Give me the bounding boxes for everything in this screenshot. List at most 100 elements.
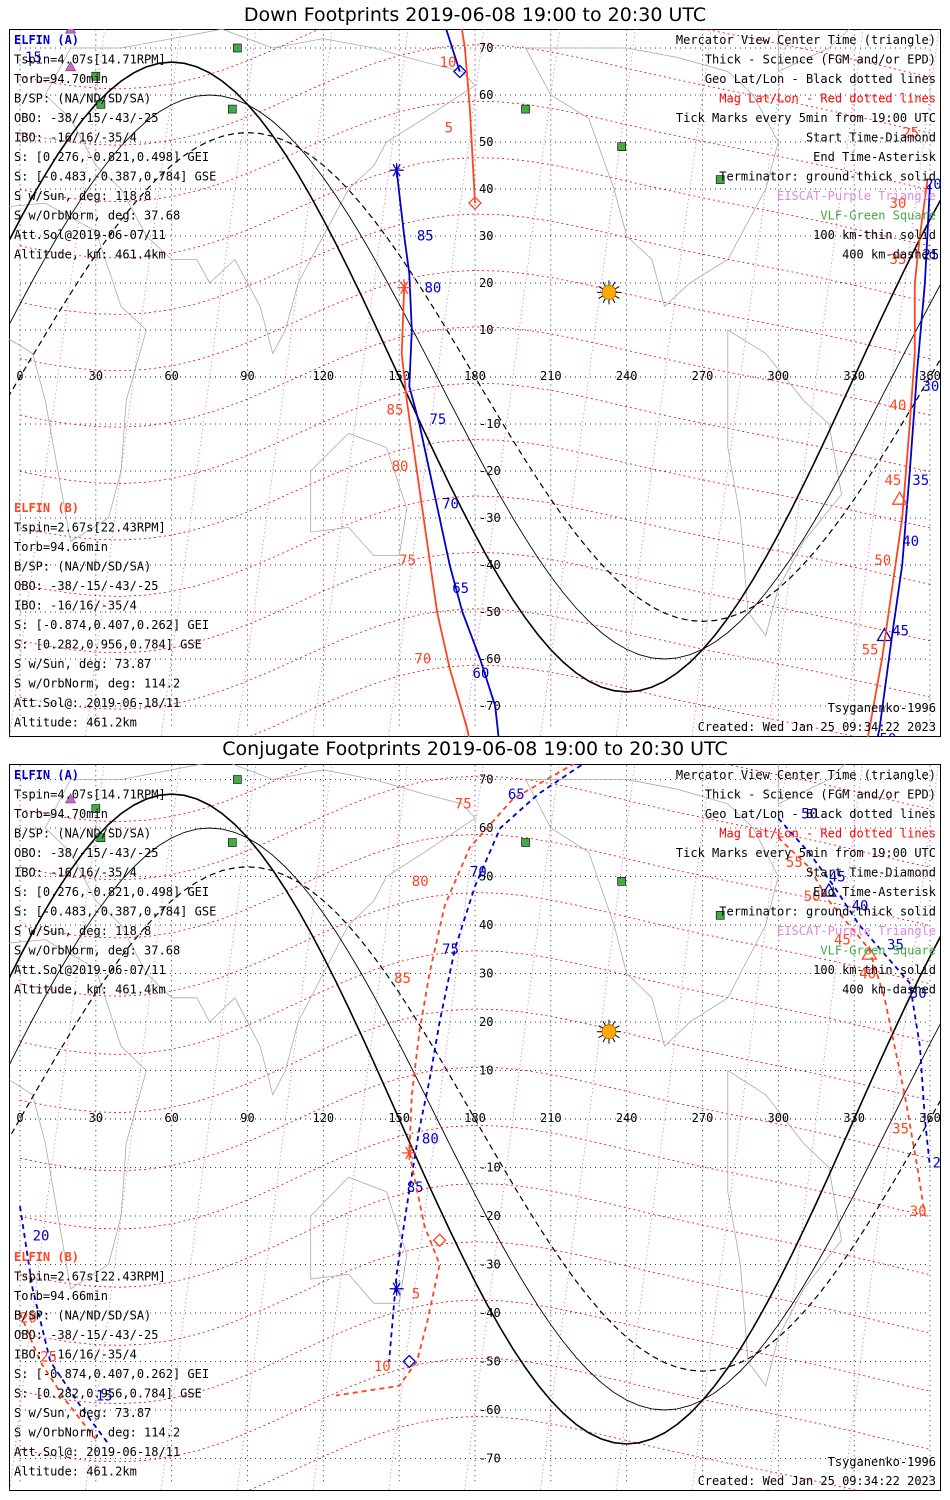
track-tick-label: 75 [399,553,416,569]
track-tick-label: 85 [394,971,411,987]
model-label: Tsyganenko-1996 [828,1455,936,1469]
track-tick-label: 30 [910,986,927,1002]
sun-ray [614,1025,620,1029]
elfin-b-info: S w/OrbNorm, deg: 114.2 [14,677,180,691]
track-tick-label: 45 [834,932,851,948]
sun-ray [614,1034,620,1039]
elfin-b-info: Torb=94.66min [14,540,108,554]
coastline [9,202,147,543]
elfin-b-info: S w/Sun, deg: 73.87 [14,657,151,671]
footprint-track [777,837,926,1217]
footprint-track [388,764,585,1362]
lon-tick-label: 30 [89,369,103,383]
lon-tick-label: 150 [388,369,410,383]
mag-meridian-line [767,764,863,1491]
lon-tick-label: 90 [240,369,254,383]
coastline [9,939,147,1290]
track-tick-label: 65 [452,581,469,597]
footprint-track [395,170,500,737]
lat-tick-label: 60 [479,88,493,102]
vlf-site-marker [715,911,725,920]
track-tick-label: 80 [392,459,409,475]
vlf-site-marker [617,877,626,886]
mag-meridian-line [539,29,636,737]
lon-tick-label: 0 [16,1111,23,1125]
elfin-a-info: B/SP: (NA/ND/SD/SA) [14,827,151,841]
mag-latitude-line [19,326,931,428]
sun-icon [596,1019,621,1044]
vlf-site-marker [521,838,530,847]
sun-ray [612,298,616,304]
track-tick-label: 55 [862,642,879,658]
lat-tick-label: 70 [479,773,493,787]
mag-latitude-line [19,439,931,541]
lat-tick-label: 10 [479,323,493,337]
lat-tick-label: 20 [479,1015,493,1029]
legend-entry: VLF-Green Square [820,944,936,958]
track-tick-label: 80 [422,1131,439,1147]
end-time-asterisk [402,1145,417,1160]
elfin-a-info: S: [-0.483,-0.387,0.784] GSE [14,905,216,919]
track-tick-label: 20 [925,177,941,193]
lon-tick-label: 60 [164,1111,178,1125]
elfin-a-info: Altitude, km: 461.4km [14,983,166,997]
legend-entry: Geo Lat/Lon - Black dotted lines [705,72,936,86]
elfin-a-title: ELFIN (A) [14,33,79,47]
lon-tick-label: 360 [919,1111,941,1125]
elfin-b-info: OBO: -38/-15/-43/-25 [14,579,159,593]
track-tick-label: 85 [417,229,434,245]
legend-entry: EISCAT-Purple Triangle [777,189,936,203]
terminator-ground [9,793,941,1445]
plot-frame [9,29,941,737]
lon-tick-label: 240 [616,1111,638,1125]
legend-entry: Tick Marks every 5min from 19:00 UTC [676,846,936,860]
legend-entry: 400 km-dashed [842,983,936,997]
track-tick-label: 25 [40,1350,57,1366]
elfin-a-info: S: [0.276,-0.821,0.498] GEI [14,885,209,899]
track-tick-label: 75 [455,797,472,813]
footprint-track [445,29,461,72]
terminator-100km [9,94,941,660]
track-tick-label: 30 [890,196,907,212]
lat-tick-label: -30 [479,1258,501,1272]
mag-meridian-line [388,29,485,737]
track-tick-label: 50 [801,806,818,822]
footprint-track [19,1312,97,1440]
mag-latitude-line [19,495,931,597]
lat-tick-label: -20 [479,1209,501,1223]
sun-ray [612,1021,616,1026]
lat-tick-label: -10 [479,1161,501,1175]
sun-ray [612,1037,616,1043]
lon-tick-label: 60 [164,369,178,383]
lat-tick-label: 40 [479,918,493,932]
legend-entry: Terminator: ground-thick solid [719,905,936,919]
vlf-site-marker [617,142,626,151]
start-time-diamond [468,196,482,211]
elfin-b-info: S: [0.282,0.956,0.784] GSE [14,638,202,652]
lon-tick-label: 180 [464,1111,486,1125]
mag-meridian-line [843,764,939,1491]
coastline [727,1069,842,1387]
vlf-site-marker [96,100,106,109]
sun-icon [596,280,621,305]
sun-ray [614,295,620,299]
track-tick-label: 10 [374,1359,391,1375]
elfin-b-info: Torb=94.66min [14,1289,108,1303]
legend-entry: Start Time-Diamond [806,131,936,145]
elfin-a-info: Att.Sol@2019-06-07/11 [14,228,166,242]
track-tick-label: 50 [804,889,821,905]
legend-entry: Mercator View Center Time (triangle) [676,768,936,782]
lat-tick-label: 20 [479,276,493,290]
end-time-asterisk [389,1281,404,1296]
vlf-site-marker [228,104,237,114]
mag-meridian-line [615,764,712,1491]
track-tick-label: 85 [387,403,404,419]
lon-tick-label: 210 [540,369,562,383]
lat-tick-label: -10 [479,417,501,431]
sun-ray [598,1034,604,1039]
track-tick-label: 10 [440,55,457,71]
track-tick-label: 30 [922,379,939,395]
elfin-b-info: S w/Sun, deg: 73.87 [14,1406,151,1420]
legend-entry: 100 km-thin solid [813,963,936,977]
legend-entry: 400 km-dashed [842,248,936,262]
